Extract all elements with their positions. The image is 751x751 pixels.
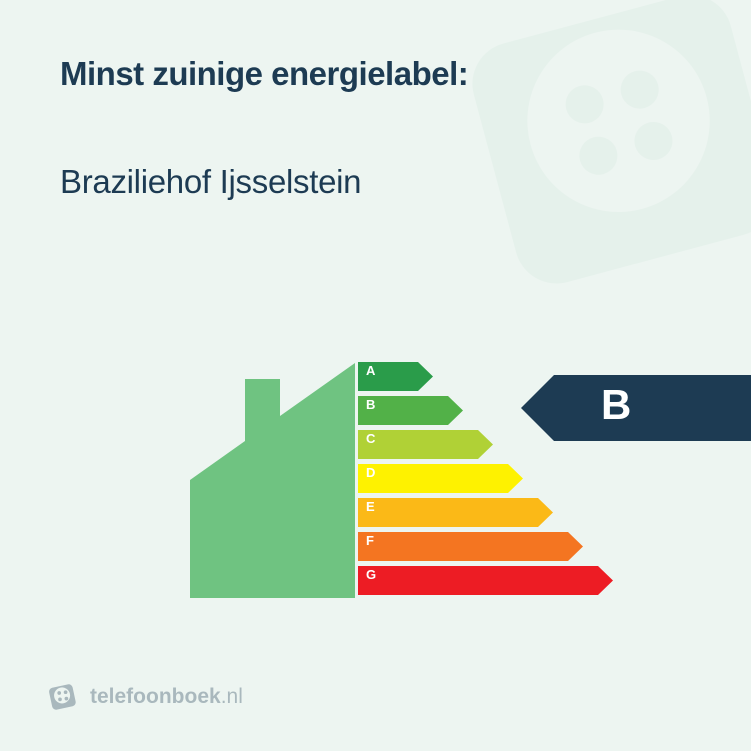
selected-label-bg (521, 375, 751, 441)
page-subtitle: Braziliehof Ijsselstein (60, 163, 691, 201)
footer-logo-icon (48, 681, 80, 713)
energy-bar-label: C (366, 431, 375, 446)
energy-bar-label: E (366, 499, 375, 514)
energy-bar-label: D (366, 465, 375, 480)
page-title: Minst zuinige energielabel: (60, 55, 691, 93)
footer: telefoonboek.nl (48, 681, 243, 713)
energy-bar-label: G (366, 567, 376, 582)
energy-bar-label: F (366, 533, 374, 548)
selected-label-letter: B (601, 381, 631, 429)
energy-bar-label: A (366, 363, 375, 378)
selected-label-badge: B (521, 375, 751, 441)
footer-brand: telefoonboek.nl (90, 685, 243, 709)
content-area: Minst zuinige energielabel: Braziliehof … (0, 0, 751, 201)
footer-brand-bold: telefoonboek (90, 685, 221, 708)
footer-brand-thin: .nl (221, 685, 243, 708)
energy-chart: A B C D E F G B (175, 347, 751, 607)
energy-bar-label: B (366, 397, 375, 412)
house-icon (175, 363, 355, 603)
